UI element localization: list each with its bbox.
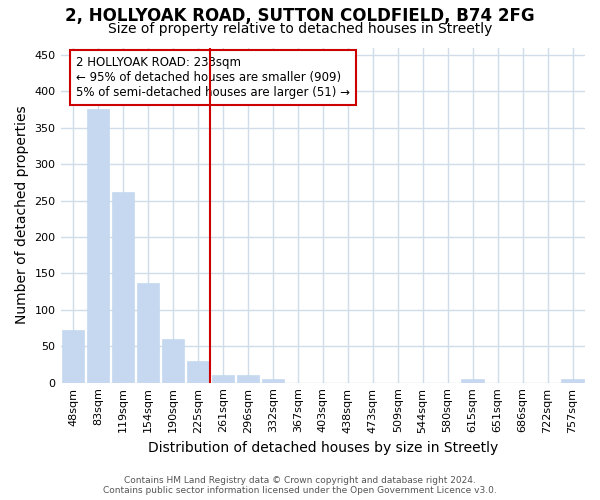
Bar [561, 379, 584, 382]
Bar [262, 379, 284, 382]
Bar [187, 361, 209, 382]
Text: 2, HOLLYOAK ROAD, SUTTON COLDFIELD, B74 2FG: 2, HOLLYOAK ROAD, SUTTON COLDFIELD, B74 … [65, 8, 535, 26]
Text: Size of property relative to detached houses in Streetly: Size of property relative to detached ho… [108, 22, 492, 36]
Bar [137, 283, 159, 382]
Bar [62, 330, 84, 382]
Bar [87, 110, 109, 382]
X-axis label: Distribution of detached houses by size in Streetly: Distribution of detached houses by size … [148, 441, 498, 455]
Bar [112, 192, 134, 382]
Bar [461, 379, 484, 382]
Text: Contains HM Land Registry data © Crown copyright and database right 2024.
Contai: Contains HM Land Registry data © Crown c… [103, 476, 497, 495]
Bar [212, 376, 234, 382]
Bar [161, 339, 184, 382]
Y-axis label: Number of detached properties: Number of detached properties [15, 106, 29, 324]
Text: 2 HOLLYOAK ROAD: 233sqm
← 95% of detached houses are smaller (909)
5% of semi-de: 2 HOLLYOAK ROAD: 233sqm ← 95% of detache… [76, 56, 350, 99]
Bar [236, 376, 259, 382]
